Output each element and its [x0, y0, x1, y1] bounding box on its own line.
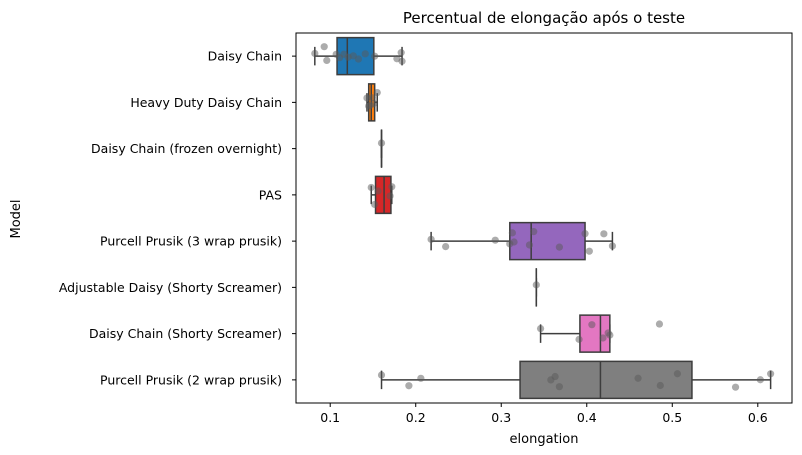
data-point [673, 370, 682, 378]
data-point [656, 381, 664, 390]
data-point [510, 238, 518, 246]
data-point [405, 382, 413, 390]
category-label: Purcell Prusik (3 wrap prusik) [100, 234, 282, 249]
box-group [430, 221, 614, 261]
data-point [371, 200, 379, 209]
data-point [555, 243, 563, 251]
box-group [380, 360, 772, 400]
data-point [323, 56, 331, 64]
category-label: Daisy Chain (Shorty Screamer) [89, 326, 282, 341]
x-tick-label: 0.4 [577, 410, 597, 425]
data-point [491, 236, 499, 244]
data-point [606, 331, 614, 339]
category-label: PAS [259, 187, 282, 202]
chart-title: Percentual de elongação após o teste [403, 9, 685, 27]
x-tick-label: 0.2 [406, 410, 426, 425]
data-point [508, 229, 516, 237]
category-label: Daisy Chain (frozen overnight) [91, 141, 282, 156]
x-tick-label: 0.3 [491, 410, 511, 425]
data-point [599, 334, 607, 342]
x-axis-label: elongation [510, 432, 579, 447]
data-point [731, 383, 740, 391]
data-point [374, 187, 382, 195]
data-point [575, 335, 583, 343]
data-point [311, 49, 319, 58]
data-point [373, 88, 381, 97]
category-label: Adjustable Daisy (Shorty Screamer) [59, 280, 282, 295]
data-point [320, 43, 328, 51]
data-point [442, 242, 450, 251]
data-point [530, 228, 538, 236]
data-point [388, 183, 396, 191]
box-iqr [509, 221, 586, 261]
category-label: Purcell Prusik (2 wrap prusik) [100, 372, 282, 387]
data-point [532, 281, 540, 289]
x-tick-label: 0.5 [662, 410, 682, 425]
x-tick-label: 0.6 [748, 410, 768, 425]
category-label: Heavy Duty Daisy Chain [130, 95, 282, 110]
data-point [555, 383, 563, 391]
category-label: Daisy Chain [208, 49, 282, 64]
data-point [386, 192, 394, 200]
data-point [585, 247, 593, 255]
data-point [581, 230, 589, 238]
data-point [398, 57, 406, 65]
data-point [767, 370, 775, 378]
data-point [525, 241, 534, 249]
data-point [363, 94, 371, 102]
data-point [417, 374, 425, 382]
data-point [551, 372, 559, 381]
box-group [539, 314, 611, 353]
data-point [655, 320, 664, 328]
x-tick-label: 0.1 [320, 410, 340, 425]
data-point [536, 324, 545, 333]
data-point [427, 235, 435, 243]
data-point [361, 50, 369, 58]
data-point [371, 52, 379, 60]
data-point [600, 230, 608, 238]
data-point [377, 371, 386, 379]
data-point [349, 52, 357, 60]
data-point [588, 321, 596, 329]
plot-frame [295, 32, 793, 404]
data-point [370, 99, 378, 108]
data-point [397, 49, 405, 57]
data-point [368, 94, 376, 102]
data-point [354, 55, 363, 63]
data-point [377, 139, 386, 147]
data-point [756, 376, 764, 384]
data-point [634, 374, 642, 382]
box-iqr [519, 360, 693, 400]
y-axis-label: Model [9, 199, 24, 238]
data-point [608, 242, 617, 250]
plot-area: 0.1 0.2 0.3 0.4 0.5 0.6 Daisy Chain Heavy Duty … [59, 32, 793, 425]
data-point [367, 183, 375, 192]
